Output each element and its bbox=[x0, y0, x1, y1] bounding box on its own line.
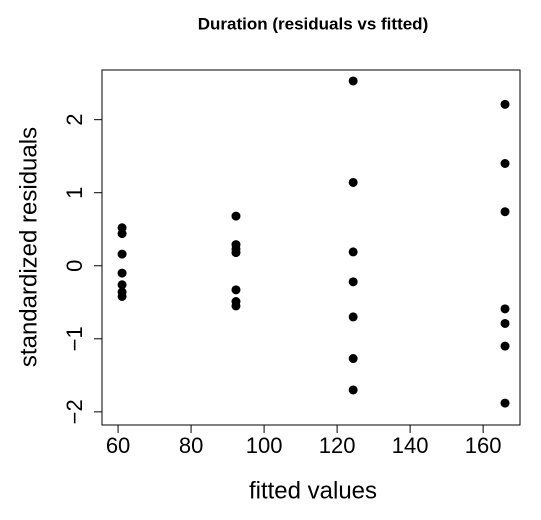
point bbox=[117, 280, 127, 290]
x-tick-label: 160 bbox=[465, 433, 502, 458]
point bbox=[348, 76, 358, 86]
y-tick-label: 1 bbox=[62, 187, 87, 199]
point bbox=[231, 248, 241, 258]
y-tick-label: −2 bbox=[62, 399, 87, 424]
x-tick-label: 140 bbox=[392, 433, 429, 458]
chart-title: Duration (residuals vs fitted) bbox=[198, 14, 428, 33]
y-tick-label: 0 bbox=[62, 260, 87, 272]
point bbox=[500, 304, 510, 314]
plot-frame bbox=[101, 69, 521, 426]
point bbox=[348, 385, 358, 395]
x-tick-label: 100 bbox=[246, 433, 283, 458]
y-tick-label: −1 bbox=[62, 326, 87, 351]
point bbox=[348, 354, 358, 364]
y-tick-label: 2 bbox=[62, 114, 87, 126]
point bbox=[117, 249, 127, 259]
x-tick-label: 80 bbox=[179, 433, 203, 458]
point bbox=[231, 211, 241, 221]
point bbox=[348, 312, 358, 322]
y-axis-label: standardized residuals bbox=[15, 127, 42, 367]
point bbox=[500, 158, 510, 168]
point bbox=[500, 207, 510, 217]
x-tick-label: 120 bbox=[319, 433, 356, 458]
point bbox=[500, 99, 510, 109]
point bbox=[500, 318, 510, 328]
point bbox=[117, 268, 127, 278]
point bbox=[231, 285, 241, 295]
point bbox=[117, 291, 127, 301]
x-axis-label: fitted values bbox=[249, 477, 377, 504]
point bbox=[231, 301, 241, 311]
point bbox=[348, 247, 358, 257]
point bbox=[348, 277, 358, 287]
point bbox=[500, 398, 510, 408]
point bbox=[500, 341, 510, 351]
x-tick-label: 60 bbox=[106, 433, 130, 458]
point bbox=[348, 177, 358, 187]
point bbox=[117, 229, 127, 239]
